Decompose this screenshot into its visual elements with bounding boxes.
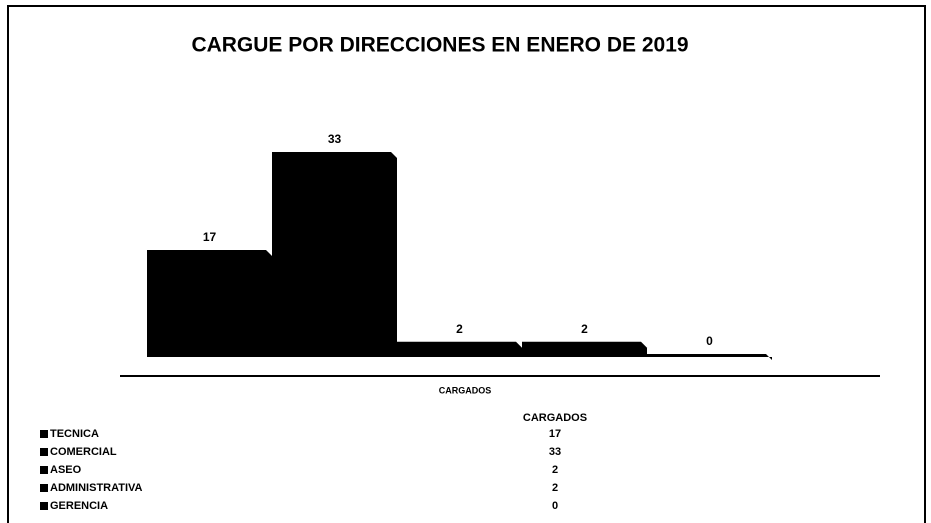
legend-swatch — [40, 448, 48, 456]
table-value: 33 — [549, 446, 561, 458]
legend-swatch — [40, 430, 48, 438]
data-label: 2 — [456, 322, 463, 336]
legend-swatch — [40, 466, 48, 474]
table-category: TECNICA — [50, 428, 99, 440]
table-header: CARGADOS — [523, 412, 587, 424]
table-value: 0 — [552, 500, 558, 512]
bar — [272, 152, 397, 357]
frame — [7, 5, 926, 523]
legend-swatch — [40, 484, 48, 492]
table-value: 2 — [552, 482, 558, 494]
table-value: 17 — [549, 428, 561, 440]
legend-swatch — [40, 502, 48, 510]
table-category: COMERCIAL — [50, 446, 117, 458]
bar — [397, 341, 522, 357]
chart-title: CARGUE POR DIRECCIONES EN ENERO DE 2019 — [191, 34, 688, 57]
table-category: GERENCIA — [50, 500, 108, 512]
bar — [647, 354, 772, 360]
table-value: 2 — [552, 464, 558, 476]
data-label: 0 — [706, 334, 713, 348]
bar — [522, 341, 647, 357]
table-category: ADMINISTRATIVA — [50, 482, 143, 494]
bar — [147, 249, 272, 357]
data-label: 33 — [328, 132, 342, 146]
data-label: 2 — [581, 322, 588, 336]
table-category: ASEO — [50, 464, 82, 476]
data-label: 17 — [203, 230, 217, 244]
x-axis-label: CARGADOS — [439, 385, 492, 395]
